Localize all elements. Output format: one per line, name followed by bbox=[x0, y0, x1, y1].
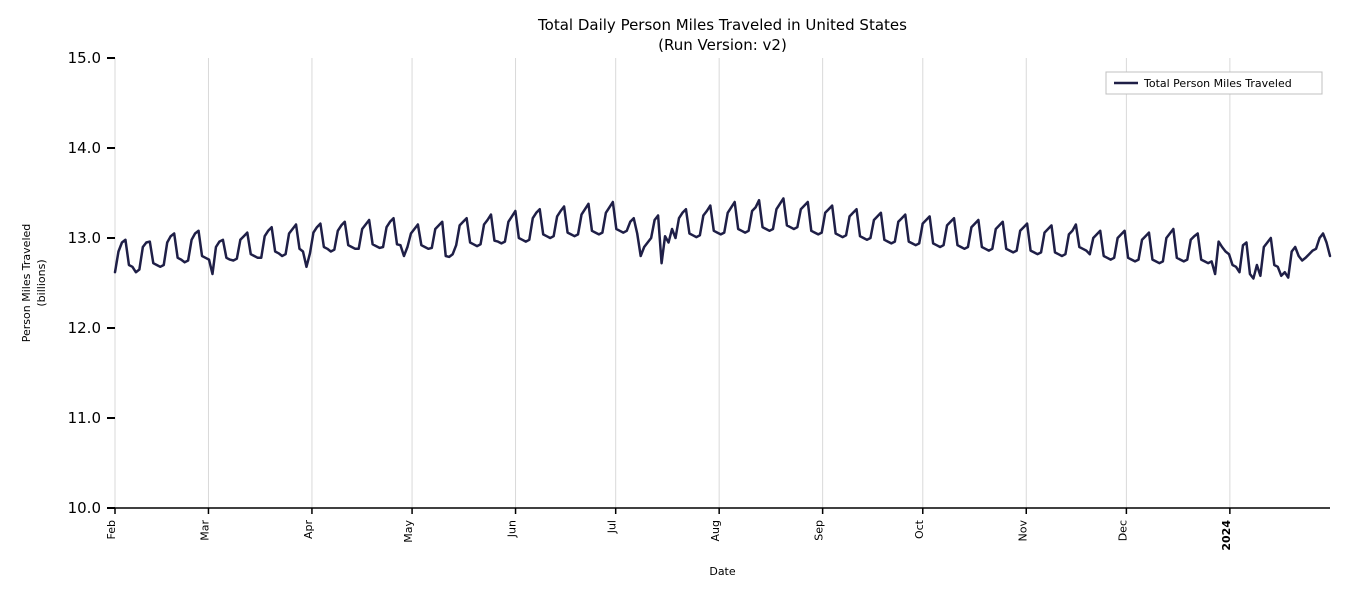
x-tick-label: Jul bbox=[606, 520, 619, 534]
y-tick-label: 11.0 bbox=[68, 409, 101, 427]
legend-label: Total Person Miles Traveled bbox=[1143, 77, 1292, 90]
y-tick-label: 15.0 bbox=[68, 49, 101, 67]
x-tick-label: Oct bbox=[913, 519, 926, 539]
x-tick-label: May bbox=[402, 520, 415, 543]
x-tick-label: Dec bbox=[1116, 520, 1129, 541]
line-chart: 10.0 11.0 12.0 13.0 14.0 15.0 Feb Mar Apr May Jun J… bbox=[0, 0, 1350, 600]
x-tick-label: Sep bbox=[813, 520, 826, 541]
x-tick-label: Feb bbox=[105, 520, 118, 539]
x-tick-label: Mar bbox=[198, 520, 211, 541]
x-tick-label: Apr bbox=[302, 520, 315, 540]
chart-title-line-2: (Run Version: v2) bbox=[658, 36, 787, 54]
x-tick-label: 2024 bbox=[1220, 520, 1233, 551]
y-tick-label: 10.0 bbox=[68, 499, 101, 517]
x-tick-label: Nov bbox=[1016, 520, 1029, 542]
y-axis-title-line-1: Person Miles Traveled bbox=[20, 224, 33, 343]
chart-container: 10.0 11.0 12.0 13.0 14.0 15.0 Feb Mar Apr May Jun J… bbox=[0, 0, 1350, 600]
x-axis-title: Date bbox=[709, 565, 736, 578]
y-axis-title-line-2: (billions) bbox=[35, 259, 48, 306]
y-tick-label: 12.0 bbox=[68, 319, 101, 337]
x-tick-label: Aug bbox=[709, 520, 722, 541]
y-tick-label: 13.0 bbox=[68, 229, 101, 247]
series-line-total-person-miles bbox=[115, 198, 1330, 278]
x-tick-label: Jun bbox=[506, 520, 519, 538]
chart-title-line-1: Total Daily Person Miles Traveled in Uni… bbox=[537, 16, 907, 34]
y-tick-label: 14.0 bbox=[68, 139, 101, 157]
